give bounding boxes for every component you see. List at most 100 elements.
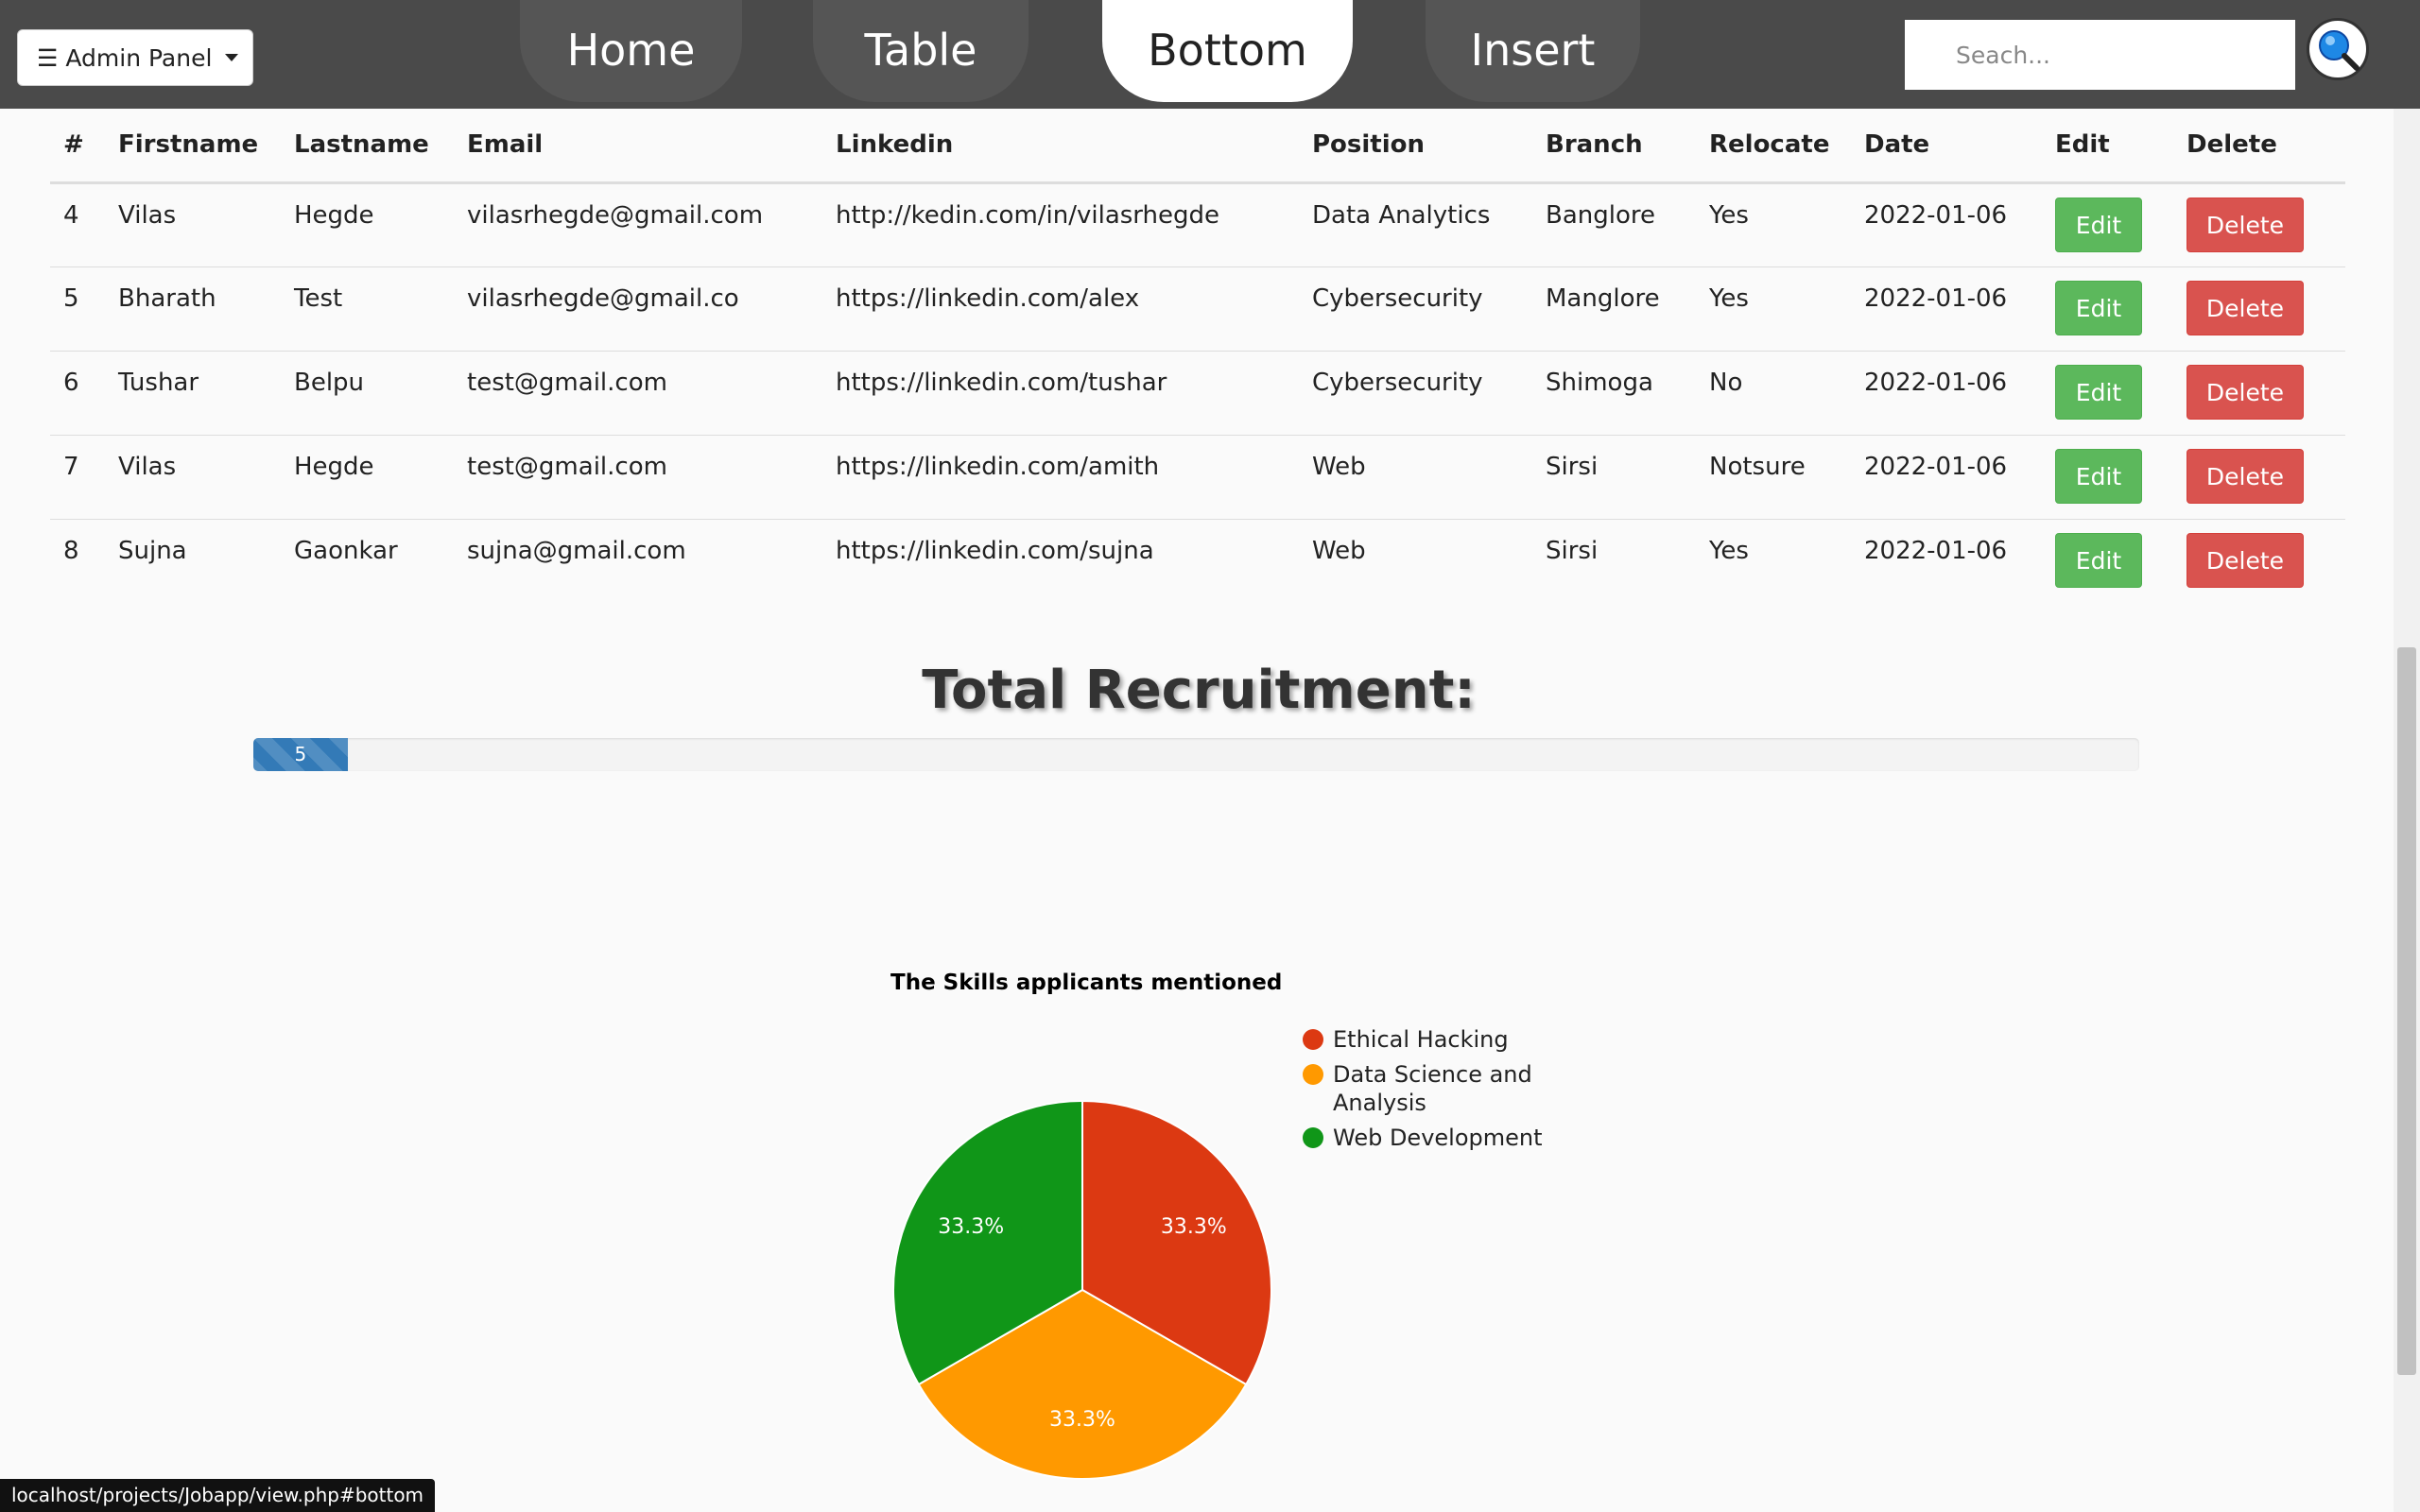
cell-delete: Delete xyxy=(2173,182,2345,266)
cell-id: 7 xyxy=(50,434,105,519)
delete-button[interactable]: Delete xyxy=(2187,448,2304,504)
cell-linkedin: https://linkedin.com/alex xyxy=(822,266,1299,351)
tab-insert[interactable]: Insert xyxy=(1426,0,1640,102)
cell-position: Web xyxy=(1299,518,1532,603)
cell-edit: Edit xyxy=(2042,266,2173,351)
top-navbar: ☰ Admin Panel Home Table Bottom Insert xyxy=(0,0,2420,109)
cell-relocate: Yes xyxy=(1696,518,1851,603)
tab-insert-label: Insert xyxy=(1470,25,1596,76)
delete-button[interactable]: Delete xyxy=(2187,532,2304,588)
tab-bottom[interactable]: Bottom xyxy=(1102,0,1353,102)
table-header-row: # Firstname Lastname Email Linkedin Posi… xyxy=(50,109,2345,184)
tab-table[interactable]: Table xyxy=(813,0,1028,102)
legend-dot xyxy=(1303,1029,1323,1050)
cell-lastname: Hegde xyxy=(294,200,374,230)
tab-bottom-label: Bottom xyxy=(1148,25,1307,76)
delete-button[interactable]: Delete xyxy=(2187,280,2304,335)
table-row: 8 Sujna Gaonkar sujna@gmail.com https://… xyxy=(50,518,2345,603)
cell-position: Data Analytics xyxy=(1312,200,1491,230)
col-header-linkedin: Linkedin xyxy=(822,109,1299,184)
edit-button[interactable]: Edit xyxy=(2055,197,2142,252)
total-recruitment-title: Total Recruitment: xyxy=(922,660,1476,721)
chart-legend: Ethical Hacking Data Science and Analysi… xyxy=(1303,1025,1577,1159)
search-button[interactable] xyxy=(2307,18,2369,80)
legend-item-web-development[interactable]: Web Development xyxy=(1303,1124,1577,1152)
edit-button[interactable]: Edit xyxy=(2055,364,2142,420)
cell-id: 8 xyxy=(50,518,105,603)
cell-linkedin: https://linkedin.com/sujna xyxy=(822,518,1299,603)
pie-slice-2[interactable] xyxy=(892,1099,1083,1386)
edit-button[interactable]: Edit xyxy=(2055,448,2142,504)
cell-lastname: Hegde xyxy=(281,434,454,519)
cell-linkedin: https://linkedin.com/tushar xyxy=(822,350,1299,435)
legend-label: Ethical Hacking xyxy=(1333,1026,1509,1053)
cell-date: 2022-01-06 xyxy=(1851,350,2042,435)
cell-firstname: Vilas xyxy=(118,200,177,230)
cell-lastname: Belpu xyxy=(281,350,454,435)
col-header-lastname: Lastname xyxy=(281,109,454,184)
legend-item-data-science[interactable]: Data Science and Analysis xyxy=(1303,1060,1577,1117)
recruitment-progress-bar: 5 xyxy=(253,738,2139,771)
col-header-delete: Delete xyxy=(2173,109,2345,184)
cell-date: 2022-01-06 xyxy=(1851,518,2042,603)
pie-slice-label-1: 33.3% xyxy=(1049,1408,1115,1432)
pie-slice-0[interactable] xyxy=(1081,1099,1272,1386)
cell-relocate: Yes xyxy=(1696,266,1851,351)
cell-position: Web xyxy=(1299,434,1532,519)
cell-branch: Shimoga xyxy=(1532,350,1696,435)
col-header-relocate: Relocate xyxy=(1696,109,1851,184)
pie-slice-1[interactable] xyxy=(917,1288,1248,1480)
cell-linkedin: https://linkedin.com/amith xyxy=(822,434,1299,519)
link-status-bar: localhost/projects/Jobapp/view.php#botto… xyxy=(0,1479,436,1512)
table-row: 6 Tushar Belpu test@gmail.com https://li… xyxy=(50,350,2345,435)
col-header-email: Email xyxy=(454,109,822,184)
tab-home-label: Home xyxy=(566,25,696,76)
cell-email: test@gmail.com xyxy=(454,434,822,519)
cell-relocate: No xyxy=(1696,350,1851,435)
skills-pie-chart: 33.3% 33.3% 33.3% xyxy=(892,1099,1272,1480)
legend-label: Web Development xyxy=(1333,1125,1543,1151)
cell-date: 2022-01-06 xyxy=(1864,200,2008,230)
cell-relocate: Notsure xyxy=(1696,434,1851,519)
table-row: 4 Vilas Hegde vilasrhegde@gmail.com http… xyxy=(50,182,2345,266)
cell-edit: Edit xyxy=(2042,518,2173,603)
cell-branch: Banglore xyxy=(1546,200,1655,230)
edit-button[interactable]: Edit xyxy=(2055,532,2142,588)
cell-email: vilasrhegde@gmail.co xyxy=(454,266,822,351)
page-scrollbar-thumb[interactable] xyxy=(2397,647,2416,1375)
chart-title: The Skills applicants mentioned xyxy=(890,971,1283,995)
cell-id: 4 xyxy=(63,200,79,230)
caret-down-icon xyxy=(225,54,239,61)
cell-firstname: Bharath xyxy=(105,266,281,351)
pie-slice-label-0: 33.3% xyxy=(1161,1215,1227,1239)
delete-button[interactable]: Delete xyxy=(2187,197,2304,252)
cell-firstname: Sujna xyxy=(105,518,281,603)
edit-button[interactable]: Edit xyxy=(2055,280,2142,335)
cell-edit: Edit xyxy=(2042,182,2173,266)
legend-dot xyxy=(1303,1127,1323,1148)
legend-item-ethical-hacking[interactable]: Ethical Hacking xyxy=(1303,1025,1577,1054)
tab-home[interactable]: Home xyxy=(520,0,742,102)
applicants-table: # Firstname Lastname Email Linkedin Posi… xyxy=(50,109,2345,603)
cell-delete: Delete xyxy=(2173,518,2345,603)
pie-slice-label-2: 33.3% xyxy=(938,1215,1004,1239)
cell-date: 2022-01-06 xyxy=(1851,434,2042,519)
cell-branch: Sirsi xyxy=(1532,518,1696,603)
col-header-date: Date xyxy=(1851,109,2042,184)
col-header-position: Position xyxy=(1299,109,1532,184)
col-header-edit: Edit xyxy=(2042,109,2173,184)
cell-date: 2022-01-06 xyxy=(1851,266,2042,351)
cell-email: test@gmail.com xyxy=(454,350,822,435)
table-row: 7 Vilas Hegde test@gmail.com https://lin… xyxy=(50,434,2345,519)
legend-label: Data Science and Analysis xyxy=(1333,1061,1532,1116)
col-header-id: # xyxy=(50,109,105,184)
search-input[interactable] xyxy=(1905,20,2295,90)
admin-panel-dropdown[interactable]: ☰ Admin Panel xyxy=(17,29,253,86)
cell-delete: Delete xyxy=(2173,266,2345,351)
cell-delete: Delete xyxy=(2173,434,2345,519)
cell-id: 6 xyxy=(50,350,105,435)
cell-edit: Edit xyxy=(2042,434,2173,519)
delete-button[interactable]: Delete xyxy=(2187,364,2304,420)
cell-firstname: Tushar xyxy=(105,350,281,435)
admin-panel-label: ☰ Admin Panel xyxy=(37,43,213,72)
